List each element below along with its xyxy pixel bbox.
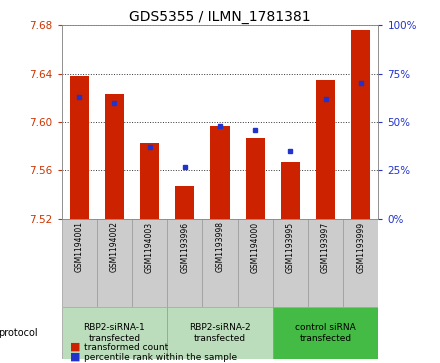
Text: GSM1194002: GSM1194002 <box>110 221 119 272</box>
Text: RBP2-siRNA-2
transfected: RBP2-siRNA-2 transfected <box>189 323 251 343</box>
Text: RBP2-siRNA-1
transfected: RBP2-siRNA-1 transfected <box>84 323 145 343</box>
Bar <box>105 94 124 219</box>
Text: percentile rank within the sample: percentile rank within the sample <box>84 353 237 362</box>
Bar <box>316 80 335 219</box>
Bar <box>132 219 167 307</box>
Text: ■: ■ <box>70 351 81 362</box>
Text: protocol: protocol <box>0 328 38 338</box>
Bar <box>273 307 378 359</box>
Bar <box>175 186 194 219</box>
Bar <box>281 162 300 219</box>
Text: control siRNA
transfected: control siRNA transfected <box>295 323 356 343</box>
Text: GSM1194000: GSM1194000 <box>251 221 260 273</box>
Bar <box>246 138 265 219</box>
Bar <box>140 143 159 219</box>
Bar <box>308 219 343 307</box>
Text: GSM1193996: GSM1193996 <box>180 221 189 273</box>
Bar <box>167 307 273 359</box>
Bar <box>210 126 230 219</box>
Text: GSM1193995: GSM1193995 <box>286 221 295 273</box>
Text: GSM1193997: GSM1193997 <box>321 221 330 273</box>
Bar <box>167 219 202 307</box>
Bar <box>97 219 132 307</box>
Text: GSM1194003: GSM1194003 <box>145 221 154 273</box>
Title: GDS5355 / ILMN_1781381: GDS5355 / ILMN_1781381 <box>129 11 311 24</box>
Text: GSM1193998: GSM1193998 <box>216 221 224 272</box>
Text: ■: ■ <box>70 342 81 352</box>
Bar <box>70 76 89 219</box>
Bar <box>62 307 167 359</box>
Text: transformed count: transformed count <box>84 343 168 352</box>
Bar <box>62 219 97 307</box>
Text: GSM1193999: GSM1193999 <box>356 221 365 273</box>
Bar <box>273 219 308 307</box>
Text: GSM1194001: GSM1194001 <box>75 221 84 272</box>
Bar <box>343 219 378 307</box>
Bar <box>202 219 238 307</box>
Bar <box>238 219 273 307</box>
Bar <box>351 30 370 219</box>
